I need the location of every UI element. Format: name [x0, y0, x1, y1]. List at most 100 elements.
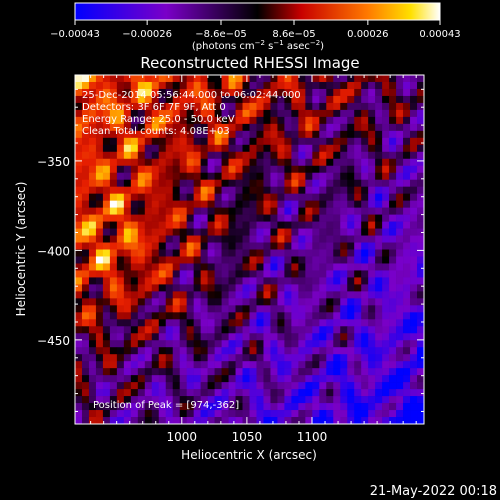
heatmap-cell [186, 193, 194, 201]
heatmap-cell [277, 291, 285, 299]
heatmap-cell [298, 75, 306, 83]
heatmap-cell [221, 116, 229, 125]
heatmap-cell [235, 88, 243, 97]
heatmap-cell [200, 158, 208, 167]
heatmap-cell [270, 403, 278, 411]
heatmap-cell [368, 88, 376, 97]
heatmap-cell [200, 235, 208, 243]
heatmap-cell [242, 333, 250, 341]
heatmap-cell [333, 347, 341, 355]
heatmap-cell [277, 368, 285, 376]
heatmap-cell [109, 207, 118, 215]
heatmap-cell [319, 291, 327, 299]
heatmap-cell [123, 179, 132, 187]
heatmap-cell [151, 354, 160, 362]
heatmap-cell [179, 375, 187, 383]
heatmap-cell [165, 81, 174, 90]
heatmap-cell [193, 116, 201, 125]
heatmap-cell [284, 277, 292, 285]
heatmap-cell [305, 326, 313, 334]
heatmap-cell [172, 109, 180, 118]
heatmap-cell [214, 144, 222, 153]
heatmap-cell [291, 75, 299, 83]
heatmap-cell [347, 165, 355, 174]
heatmap-cell [277, 270, 285, 278]
heatmap-cell [123, 186, 132, 194]
heatmap-cell [361, 249, 369, 257]
heatmap-cell [95, 263, 104, 271]
heatmap-cell [319, 193, 327, 201]
heatmap-cell [158, 305, 167, 313]
heatmap-cell [403, 249, 411, 257]
heatmap-cell [333, 214, 341, 222]
heatmap-cell [165, 361, 174, 369]
heatmap-cell [326, 75, 334, 83]
heatmap-cell [298, 200, 306, 208]
heatmap-cell [354, 368, 362, 376]
heatmap-cell [382, 368, 390, 376]
heatmap-cell [263, 333, 271, 341]
heatmap-cell [354, 221, 362, 229]
heatmap-cell [326, 396, 334, 404]
heatmap-cell [263, 144, 271, 153]
heatmap-cell [102, 88, 111, 97]
heatmap-cell [165, 270, 174, 278]
heatmap-cell [256, 263, 264, 271]
heatmap-cell [235, 193, 243, 201]
heatmap-cell [221, 102, 229, 111]
heatmap-cell [375, 417, 383, 424]
heatmap-cell [375, 95, 383, 104]
heatmap-cell [382, 221, 390, 229]
heatmap-cell [130, 242, 139, 250]
heatmap-cell [382, 109, 390, 118]
heatmap-cell [354, 102, 362, 111]
heatmap-cell [326, 165, 334, 174]
heatmap-cell [109, 228, 118, 236]
heatmap-cell [88, 158, 97, 167]
heatmap-cell [109, 137, 118, 146]
heatmap-cell [95, 207, 104, 215]
heatmap-cell [207, 333, 215, 341]
heatmap-cell [263, 151, 271, 160]
heatmap-cell [102, 277, 111, 285]
heatmap-cell [305, 172, 313, 180]
heatmap-cell [235, 137, 243, 146]
heatmap-cell [81, 193, 90, 201]
heatmap-cell [298, 249, 306, 257]
heatmap-cell [235, 410, 243, 418]
heatmap-cell [193, 410, 201, 418]
heatmap-cell [277, 165, 285, 174]
heatmap-cell [144, 389, 153, 397]
heatmap-cell [88, 200, 97, 208]
heatmap-cell [221, 382, 229, 390]
heatmap-cell [389, 389, 397, 397]
heatmap-cell [214, 116, 222, 125]
heatmap-cell [298, 151, 306, 160]
heatmap-cell [102, 75, 111, 83]
heatmap-cell [193, 298, 201, 306]
heatmap-cell [158, 144, 167, 153]
heatmap-cell [207, 75, 215, 83]
heatmap-cell [284, 221, 292, 229]
heatmap-cell [95, 116, 104, 125]
heatmap-cell [340, 200, 348, 208]
heatmap-cell [298, 396, 306, 404]
heatmap-cell [291, 333, 299, 341]
heatmap-cell [319, 158, 327, 167]
heatmap-cell [347, 137, 355, 146]
heatmap-cell [235, 270, 243, 278]
heatmap-cell [305, 256, 313, 264]
heatmap-cell [242, 417, 250, 424]
heatmap-cell [137, 242, 146, 250]
heatmap-cell [326, 347, 334, 355]
heatmap-cell [284, 396, 292, 404]
heatmap-cell [284, 81, 292, 90]
heatmap-cell [95, 256, 104, 264]
heatmap-cell [396, 396, 404, 404]
heatmap-cell [305, 242, 313, 250]
heatmap-cell [235, 256, 243, 264]
heatmap-cell [263, 375, 271, 383]
heatmap-cell [193, 123, 201, 132]
heatmap-cell [81, 333, 90, 341]
heatmap-cell [396, 144, 404, 153]
